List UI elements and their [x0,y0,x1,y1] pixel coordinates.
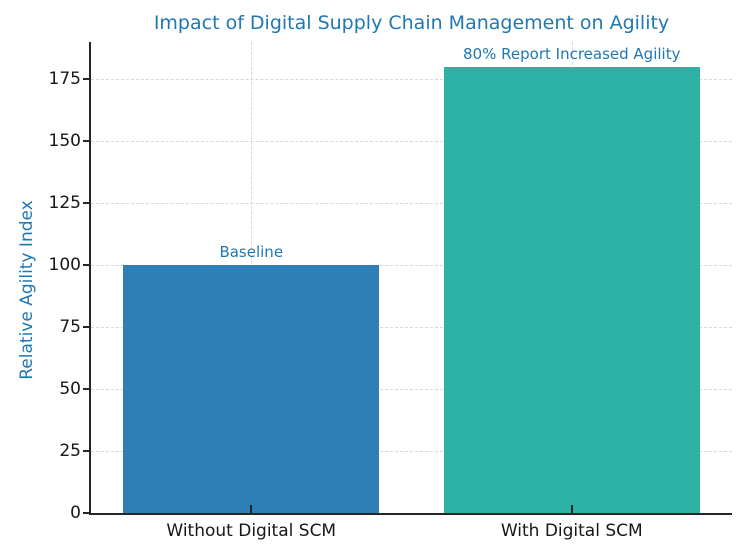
y-tick-label-125: 125 [48,193,81,214]
bar-without-digital-scm [123,265,380,513]
bar-with-digital-scm [443,66,700,513]
y-tick-mark-50 [83,388,91,391]
h-gridline-75 [91,327,732,329]
y-tick-mark-75 [83,326,91,329]
chart-title: Impact of Digital Supply Chain Managemen… [153,12,670,34]
y-tick-mark-125 [83,202,91,205]
y-axis-label: Relative Agility Index [17,200,37,380]
y-tick-mark-0 [83,512,91,514]
x-tick-mark-without-digital-scm [250,505,253,513]
x-tick-label-without-digital-scm: Without Digital SCM [166,521,337,541]
h-gridline-175 [91,79,732,81]
h-gridline-100 [91,265,732,267]
y-tick-label-75: 75 [59,317,81,338]
x-axis-spine [89,513,732,515]
y-tick-label-50: 50 [59,379,81,400]
y-tick-mark-100 [83,264,91,267]
h-gridline-150 [91,141,732,143]
y-tick-mark-175 [83,78,91,81]
h-gridline-25 [91,451,732,453]
y-tick-mark-25 [83,450,91,453]
y-tick-label-150: 150 [48,131,81,152]
bar-annotation-with-digital-scm: 80% Report Increased Agility [463,44,681,63]
y-tick-mark-150 [83,140,91,143]
x-tick-label-with-digital-scm: With Digital SCM [500,521,643,541]
plot-area: 0 25 50 75 100 125 150 175 Baseline Without Digit… [49,42,732,541]
bar-annotation-without-digital-scm: Baseline [219,243,284,262]
y-tick-label-0: 0 [70,503,81,523]
y-tick-label-175: 175 [48,69,81,90]
y-axis-spine [89,42,91,513]
h-gridline-50 [91,389,732,391]
y-tick-label-100: 100 [48,255,81,276]
y-tick-label-25: 25 [59,441,81,462]
x-tick-mark-with-digital-scm [570,505,573,513]
h-gridline-125 [91,203,732,205]
